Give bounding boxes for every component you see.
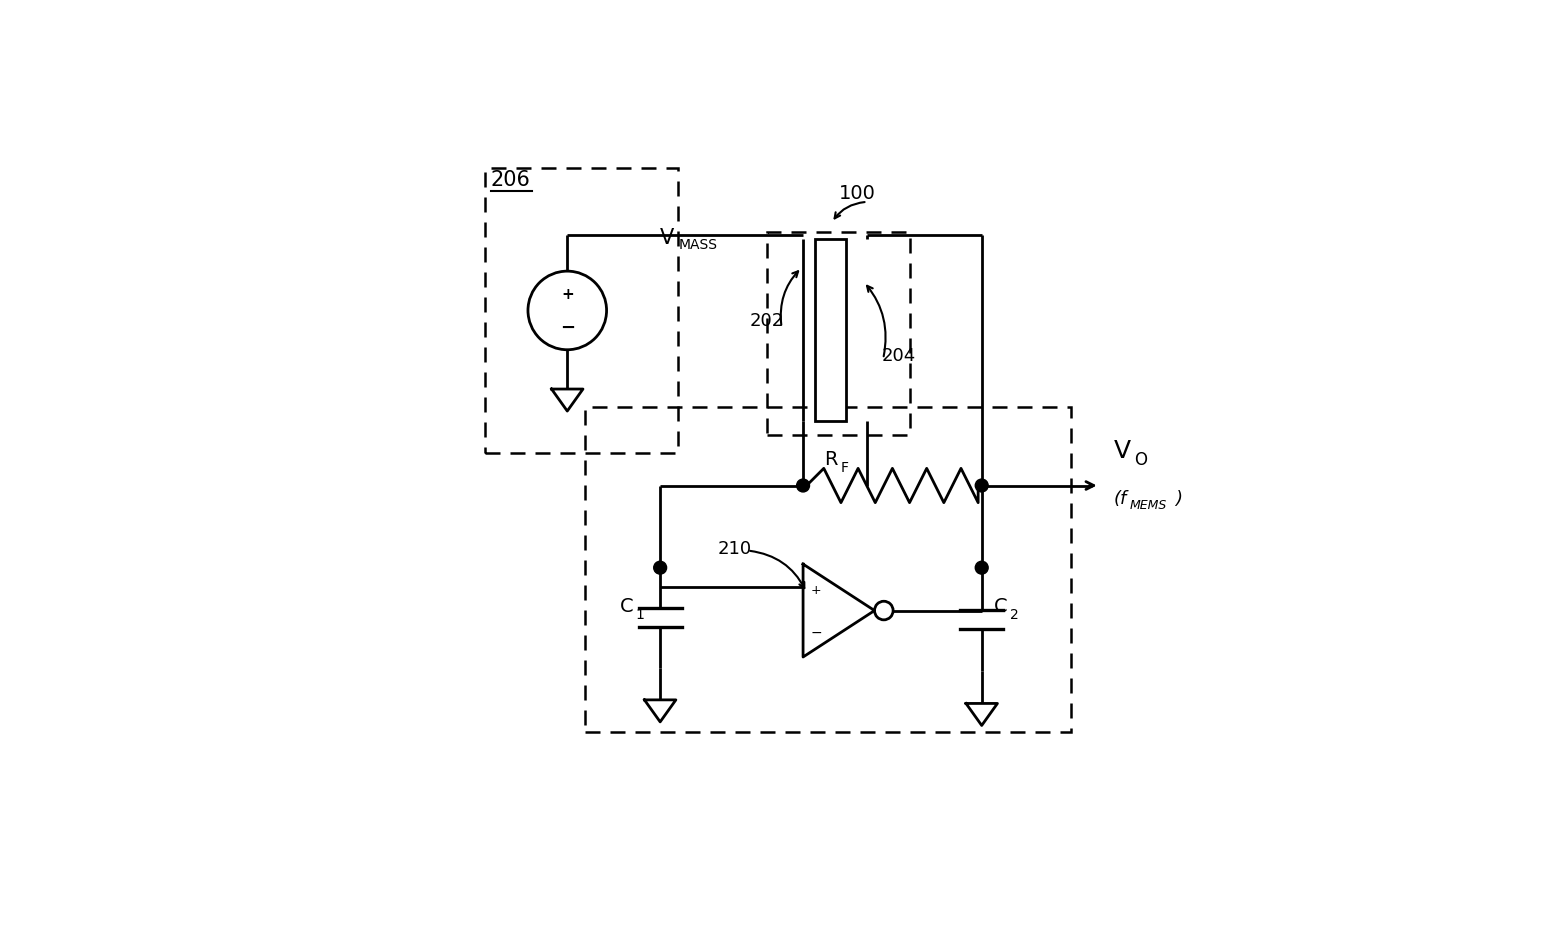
Text: C: C [619, 596, 633, 615]
Text: 100: 100 [839, 184, 875, 202]
Text: −: − [810, 625, 822, 639]
Bar [814, 240, 846, 422]
Circle shape [654, 562, 666, 575]
Text: C: C [994, 596, 1008, 615]
Bar [485, 169, 679, 454]
Text: MASS: MASS [679, 238, 718, 252]
Text: MEMS: MEMS [1129, 499, 1167, 512]
Text: 1: 1 [635, 607, 644, 621]
Text: (f: (f [1114, 489, 1128, 508]
Text: 204: 204 [881, 347, 916, 365]
Text: 202: 202 [749, 311, 783, 329]
Text: ): ) [1175, 489, 1181, 508]
Text: 210: 210 [718, 540, 752, 558]
Circle shape [975, 479, 987, 492]
Text: 2: 2 [1009, 607, 1019, 621]
Circle shape [797, 479, 810, 492]
Circle shape [975, 562, 987, 575]
Text: V: V [1114, 438, 1131, 463]
Text: +: + [562, 287, 574, 302]
Text: +: + [811, 583, 821, 596]
Bar [768, 233, 909, 436]
Text: O: O [1134, 451, 1147, 468]
Text: 206: 206 [491, 171, 530, 190]
Text: F: F [841, 461, 849, 475]
Bar [585, 408, 1072, 732]
Text: V: V [660, 227, 674, 248]
Text: R: R [825, 450, 838, 468]
Text: −: − [560, 319, 574, 337]
